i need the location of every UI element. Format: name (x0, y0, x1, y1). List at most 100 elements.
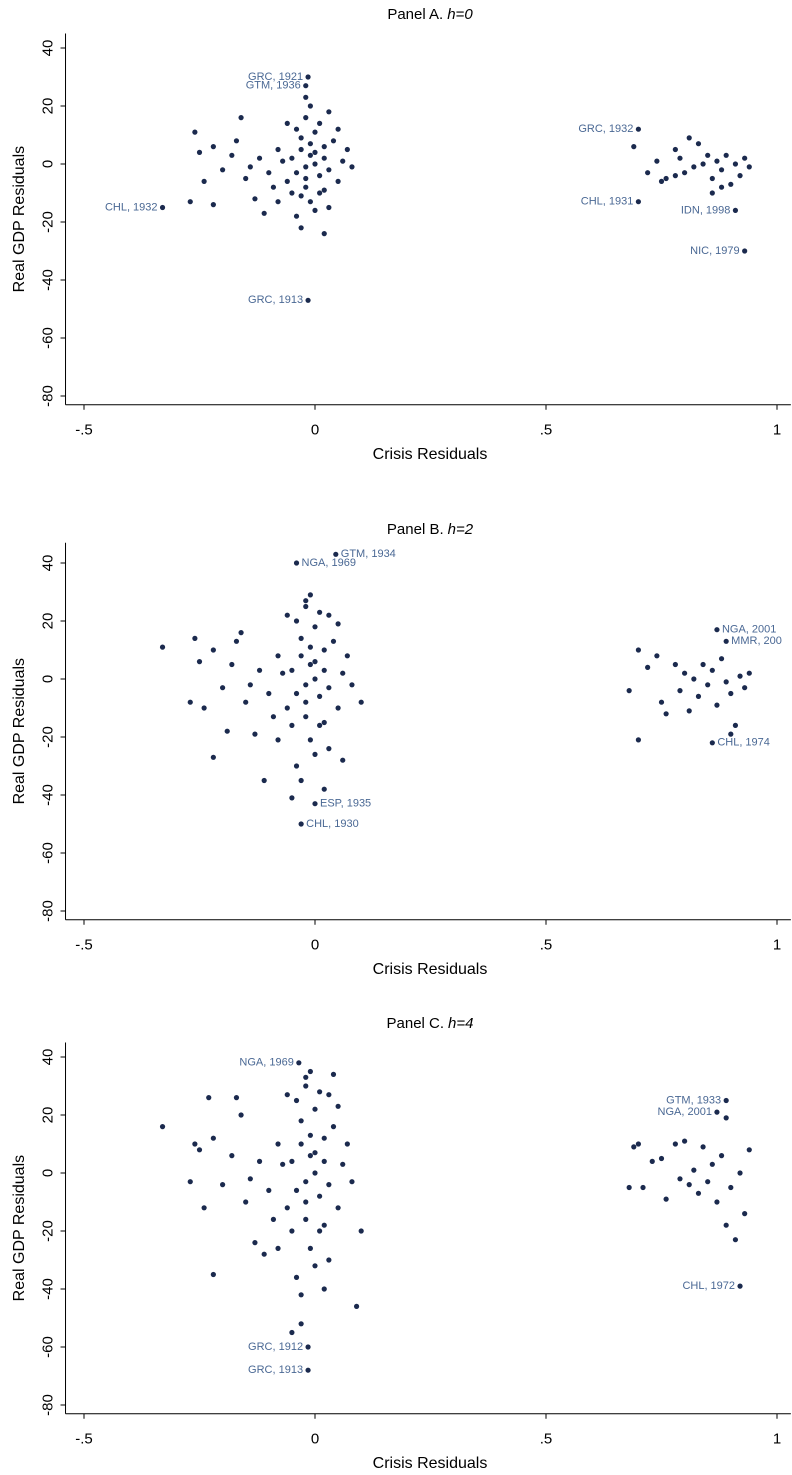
data-point (210, 1271, 216, 1278)
point-label: NGA, 2001 (658, 1106, 712, 1118)
data-point (663, 711, 669, 717)
data-point (682, 1138, 688, 1144)
data-point (700, 661, 706, 668)
y-tick-label: 0 (39, 160, 56, 168)
data-point (303, 115, 309, 121)
data-point (737, 1170, 743, 1176)
data-point (335, 621, 341, 627)
data-point (284, 1205, 290, 1211)
x-axis-title: Crisis Residuals (373, 961, 488, 978)
data-point (705, 1179, 711, 1185)
data-point (270, 714, 277, 720)
data-point (307, 737, 313, 743)
data-point (307, 199, 313, 205)
data-point (275, 737, 281, 743)
data-point (187, 699, 193, 705)
data-point (298, 653, 304, 659)
labeled-point (305, 74, 311, 80)
data-point (728, 181, 734, 187)
labeled-point (305, 1367, 311, 1373)
data-point (312, 161, 318, 167)
point-label: CHL, 1932 (105, 201, 158, 213)
y-tick-label: 40 (39, 40, 56, 57)
data-point (201, 178, 207, 184)
data-point (340, 757, 346, 763)
data-point (298, 146, 304, 153)
data-point (672, 1141, 678, 1147)
data-point (220, 685, 226, 691)
data-point (303, 94, 309, 100)
data-point (303, 1074, 309, 1080)
data-point (224, 728, 230, 734)
point-label: CHL, 1972 (682, 1280, 735, 1292)
data-point (635, 647, 642, 653)
data-point (654, 158, 660, 164)
data-point (335, 1205, 341, 1211)
labeled-point (732, 207, 739, 213)
data-point (626, 688, 632, 694)
data-point (289, 1158, 295, 1164)
data-point (344, 1141, 350, 1147)
data-point (326, 1182, 332, 1188)
data-point (280, 158, 286, 164)
point-label: GTM, 1933 (666, 1094, 721, 1106)
data-point (714, 158, 720, 164)
data-point (261, 777, 267, 784)
data-point (728, 731, 734, 737)
data-point (635, 1141, 642, 1147)
data-point (196, 149, 203, 155)
point-label: CHL, 1930 (306, 818, 359, 830)
data-point (330, 1071, 337, 1077)
data-point (256, 667, 263, 673)
x-tick-label: -.5 (75, 937, 93, 954)
labeled-point (714, 1109, 720, 1115)
y-tick-label: -80 (39, 900, 56, 922)
y-tick-label: 40 (39, 1049, 56, 1066)
data-point (732, 161, 739, 167)
data-point (728, 1184, 734, 1191)
data-point (723, 679, 729, 685)
data-point (247, 164, 253, 170)
data-point (723, 1222, 729, 1228)
data-point (686, 135, 692, 141)
data-point (737, 673, 743, 679)
data-point (321, 1222, 327, 1228)
data-point (266, 170, 272, 176)
panel: Panel C. h=4 -80 -60 -40 -20 0 20 40 -.5 0 .5 1 Crisi… (11, 1015, 791, 1472)
data-point (358, 1228, 364, 1234)
data-point (728, 690, 734, 697)
labeled-point (305, 1344, 311, 1350)
data-point (243, 1199, 249, 1205)
data-point (192, 129, 198, 135)
data-point (284, 178, 290, 184)
data-point (261, 1251, 267, 1257)
data-point (233, 138, 240, 144)
data-point (321, 1158, 327, 1164)
data-point (335, 705, 341, 711)
data-point (159, 644, 166, 650)
data-point (229, 661, 235, 668)
panel-title: Panel C. h=4 (387, 1015, 474, 1032)
data-point (677, 155, 683, 161)
y-tick-label: -40 (39, 784, 56, 806)
labeled-point (333, 551, 339, 557)
data-point (293, 1274, 300, 1280)
data-point (187, 1179, 193, 1185)
data-point (210, 202, 216, 208)
data-point (732, 722, 739, 729)
data-point (275, 146, 281, 153)
data-point (280, 1161, 286, 1167)
data-point (658, 178, 665, 184)
data-point (663, 175, 669, 182)
x-tick-label: 1 (773, 422, 781, 439)
data-point (737, 173, 743, 179)
data-point (321, 231, 327, 237)
x-tick-label: -.5 (75, 422, 93, 439)
data-point (686, 1182, 692, 1188)
data-point (326, 109, 332, 115)
data-point (303, 603, 309, 610)
data-point (695, 693, 702, 700)
data-point (233, 638, 240, 644)
y-axis-title: Real GDP Residuals (11, 1155, 28, 1301)
data-point (672, 661, 678, 668)
